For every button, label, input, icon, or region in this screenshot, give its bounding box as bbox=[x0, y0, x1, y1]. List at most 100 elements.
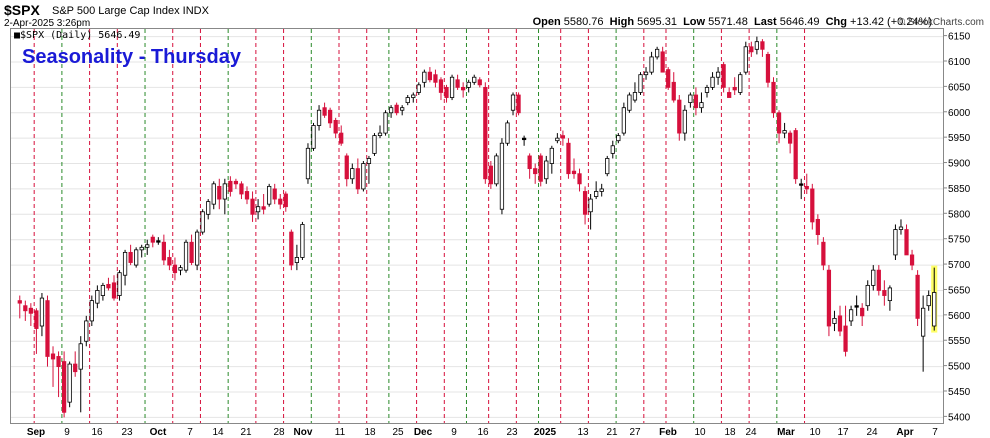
candle bbox=[921, 295, 926, 372]
candle bbox=[721, 62, 726, 93]
candle-body bbox=[339, 132, 344, 144]
candle bbox=[887, 285, 893, 311]
candle-body bbox=[61, 361, 67, 413]
candle bbox=[704, 84, 710, 98]
candle-body bbox=[250, 198, 255, 215]
candle bbox=[555, 133, 560, 144]
candle-body bbox=[926, 295, 931, 307]
candle-body bbox=[898, 226, 904, 230]
candle-body bbox=[804, 185, 809, 190]
candle-body bbox=[111, 282, 117, 299]
candle-body bbox=[50, 353, 56, 360]
y-tick-label: 5850 bbox=[948, 184, 971, 195]
candle bbox=[544, 155, 549, 184]
y-tick-label: 5550 bbox=[948, 336, 971, 347]
candle-body bbox=[887, 287, 893, 302]
x-tick-label: 17 bbox=[837, 427, 849, 438]
candle-body bbox=[328, 109, 333, 124]
datetime-label: 2-Apr-2025 3:26pm bbox=[4, 18, 91, 29]
candle-body bbox=[521, 137, 527, 141]
x-tick-label: 21 bbox=[606, 427, 618, 438]
candle bbox=[594, 181, 599, 200]
x-tick-label: 24 bbox=[866, 427, 878, 438]
y-tick-label: 5900 bbox=[948, 159, 971, 170]
candle-body bbox=[699, 102, 704, 109]
candle bbox=[671, 72, 676, 103]
candle-body bbox=[677, 99, 682, 134]
candle-body bbox=[688, 94, 693, 104]
open-label: Open 5580.76 bbox=[532, 16, 604, 28]
candle-body bbox=[394, 104, 399, 114]
candle bbox=[106, 277, 111, 291]
candle-body bbox=[732, 86, 737, 91]
candle-body bbox=[555, 137, 560, 142]
candle-body bbox=[95, 290, 100, 304]
candle bbox=[427, 67, 433, 83]
candle bbox=[61, 351, 67, 418]
candle-body bbox=[865, 284, 870, 307]
x-tick-label: 9 bbox=[64, 427, 70, 438]
y-tick-label: 6000 bbox=[948, 108, 971, 119]
candle bbox=[799, 178, 804, 200]
candle-body bbox=[372, 135, 377, 154]
candle-body bbox=[826, 269, 832, 327]
candle bbox=[826, 265, 832, 337]
candle bbox=[267, 183, 272, 207]
candle bbox=[621, 102, 626, 136]
candle bbox=[394, 102, 399, 116]
candle bbox=[804, 173, 809, 194]
candle bbox=[178, 265, 183, 276]
candle bbox=[715, 67, 721, 85]
x-tick-label: 11 bbox=[335, 427, 346, 438]
candle-body bbox=[738, 74, 743, 93]
candle-body bbox=[643, 71, 649, 76]
candle bbox=[599, 183, 604, 197]
candle-body bbox=[316, 109, 322, 126]
candle-body bbox=[183, 241, 189, 271]
candle bbox=[117, 270, 122, 301]
stockcharts-watermark: © StockCharts.com bbox=[897, 17, 984, 28]
candle bbox=[28, 303, 33, 326]
candle-body bbox=[350, 168, 355, 180]
candle bbox=[167, 249, 172, 271]
candle-body bbox=[128, 251, 133, 263]
candle bbox=[566, 138, 571, 179]
candle bbox=[128, 244, 133, 266]
candle-body bbox=[333, 119, 338, 134]
candle-body bbox=[139, 246, 144, 251]
candle-body bbox=[34, 310, 39, 329]
candle bbox=[422, 69, 427, 88]
candle-body bbox=[538, 155, 543, 182]
candle bbox=[505, 120, 510, 146]
candle-body bbox=[860, 307, 865, 317]
candle bbox=[616, 133, 621, 144]
candle bbox=[793, 128, 798, 184]
candle bbox=[78, 336, 83, 413]
candle-body bbox=[89, 300, 94, 322]
candle bbox=[527, 153, 532, 179]
candle bbox=[388, 105, 394, 118]
candle bbox=[278, 194, 283, 210]
candle bbox=[483, 82, 488, 184]
y-tick-label: 5450 bbox=[948, 387, 971, 398]
candle bbox=[915, 270, 920, 326]
y-tick-label: 5750 bbox=[948, 235, 971, 246]
candle bbox=[217, 178, 222, 210]
candle bbox=[499, 138, 505, 215]
candle bbox=[832, 310, 837, 332]
x-tick-label: 27 bbox=[629, 427, 641, 438]
y-tick-label: 5600 bbox=[948, 311, 971, 322]
x-tick-label: 16 bbox=[477, 427, 489, 438]
candle bbox=[632, 82, 638, 103]
candle bbox=[139, 244, 144, 258]
candle bbox=[605, 155, 610, 177]
candle bbox=[843, 305, 848, 357]
candle-body bbox=[206, 201, 211, 215]
candle bbox=[882, 280, 887, 306]
candle-body bbox=[150, 236, 155, 243]
candle-body bbox=[145, 244, 150, 248]
candle-body bbox=[73, 363, 78, 373]
candle-body bbox=[106, 283, 111, 289]
candle bbox=[732, 77, 737, 95]
candle-body bbox=[217, 185, 222, 200]
